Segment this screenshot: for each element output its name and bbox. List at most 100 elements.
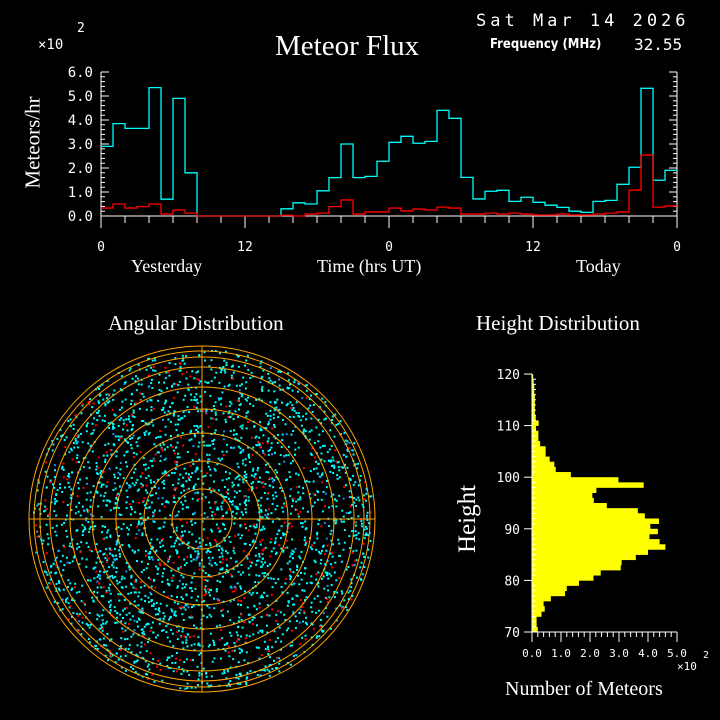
meteor-point — [182, 598, 184, 601]
meteor-point — [116, 616, 119, 619]
meteor-point — [143, 504, 146, 507]
meteor-point-alt — [304, 638, 307, 641]
height-bar — [532, 539, 660, 545]
meteor-point — [77, 510, 80, 513]
meteor-point — [163, 402, 166, 405]
meteor-point — [259, 504, 262, 507]
meteor-point — [355, 576, 358, 579]
meteor-point — [327, 589, 330, 592]
meteor-point — [295, 620, 298, 622]
meteor-point — [260, 565, 263, 568]
meteor-point-alt — [128, 486, 131, 489]
meteor-point-alt — [147, 586, 150, 589]
meteor-point — [272, 413, 275, 416]
meteor-point-alt — [81, 616, 84, 619]
meteor-point-alt — [92, 515, 95, 517]
meteor-point — [71, 599, 74, 602]
meteor-point-alt — [163, 563, 166, 566]
meteor-point — [328, 448, 331, 451]
meteor-point — [207, 444, 210, 447]
meteor-point — [245, 427, 248, 430]
meteor-point — [257, 480, 260, 483]
meteor-point — [198, 537, 201, 540]
meteor-point-alt — [338, 577, 341, 579]
meteor-point — [250, 371, 253, 374]
meteor-point — [237, 483, 240, 486]
meteor-point — [311, 505, 314, 508]
meteor-point — [127, 533, 129, 536]
meteor-point — [213, 467, 216, 470]
meteor-point — [277, 657, 280, 659]
meteor-point — [237, 625, 240, 628]
meteor-point — [181, 432, 184, 435]
height-bar — [532, 616, 537, 622]
meteor-point — [150, 487, 153, 490]
meteor-point — [199, 425, 202, 428]
meteor-point — [135, 441, 138, 444]
meteor-point — [341, 509, 344, 512]
meteor-point — [188, 479, 191, 482]
meteor-point — [211, 440, 214, 442]
meteor-point — [99, 471, 102, 474]
meteor-point — [117, 658, 120, 661]
meteor-point — [206, 549, 209, 552]
meteor-point — [267, 449, 270, 452]
meteor-point-alt — [71, 458, 74, 461]
meteor-point-alt — [176, 631, 179, 634]
flux-x-tick-label: 12 — [237, 240, 253, 255]
meteor-point — [237, 466, 240, 469]
meteor-point — [64, 518, 67, 521]
meteor-point — [241, 393, 244, 396]
meteor-point — [182, 670, 185, 673]
meteor-point — [292, 407, 295, 409]
meteor-point — [124, 638, 126, 641]
meteor-point — [192, 659, 194, 662]
meteor-point — [266, 631, 269, 634]
meteor-point — [131, 549, 134, 552]
meteor-point — [288, 471, 291, 474]
meteor-point — [115, 455, 118, 458]
meteor-point — [190, 644, 193, 647]
meteor-point — [247, 662, 250, 665]
meteor-point — [234, 410, 237, 413]
meteor-point-alt — [198, 568, 201, 571]
meteor-point — [81, 557, 84, 560]
meteor-point — [120, 620, 123, 623]
meteor-point — [172, 645, 175, 648]
meteor-point — [181, 507, 184, 510]
meteor-point-alt — [350, 449, 353, 452]
meteor-point — [148, 555, 151, 558]
meteor-point-alt — [106, 561, 109, 563]
meteor-point-alt — [284, 547, 287, 549]
meteor-point — [232, 433, 235, 436]
meteor-point — [260, 377, 263, 380]
meteor-point — [71, 587, 74, 590]
meteor-point — [97, 505, 100, 508]
meteor-point-alt — [238, 389, 241, 392]
meteor-point — [116, 540, 119, 543]
meteor-point — [196, 491, 199, 494]
meteor-point — [221, 555, 224, 558]
meteor-point — [181, 587, 184, 590]
meteor-point — [289, 663, 292, 666]
meteor-point — [278, 529, 281, 532]
meteor-point — [73, 446, 76, 449]
meteor-point — [250, 474, 253, 477]
meteor-point — [234, 560, 237, 563]
meteor-point — [141, 534, 144, 537]
meteor-point — [318, 406, 321, 409]
meteor-point — [195, 468, 198, 471]
meteor-point — [233, 429, 235, 432]
meteor-point — [132, 668, 135, 670]
meteor-point — [274, 542, 276, 545]
meteor-point-alt — [295, 486, 298, 489]
meteor-point — [145, 650, 148, 653]
meteor-point — [255, 574, 258, 577]
meteor-point — [112, 425, 114, 428]
meteor-point — [88, 530, 91, 533]
meteor-point — [258, 480, 261, 483]
meteor-point — [150, 366, 153, 369]
meteor-point — [275, 613, 278, 616]
meteor-point — [117, 425, 120, 427]
meteor-point — [122, 523, 125, 526]
